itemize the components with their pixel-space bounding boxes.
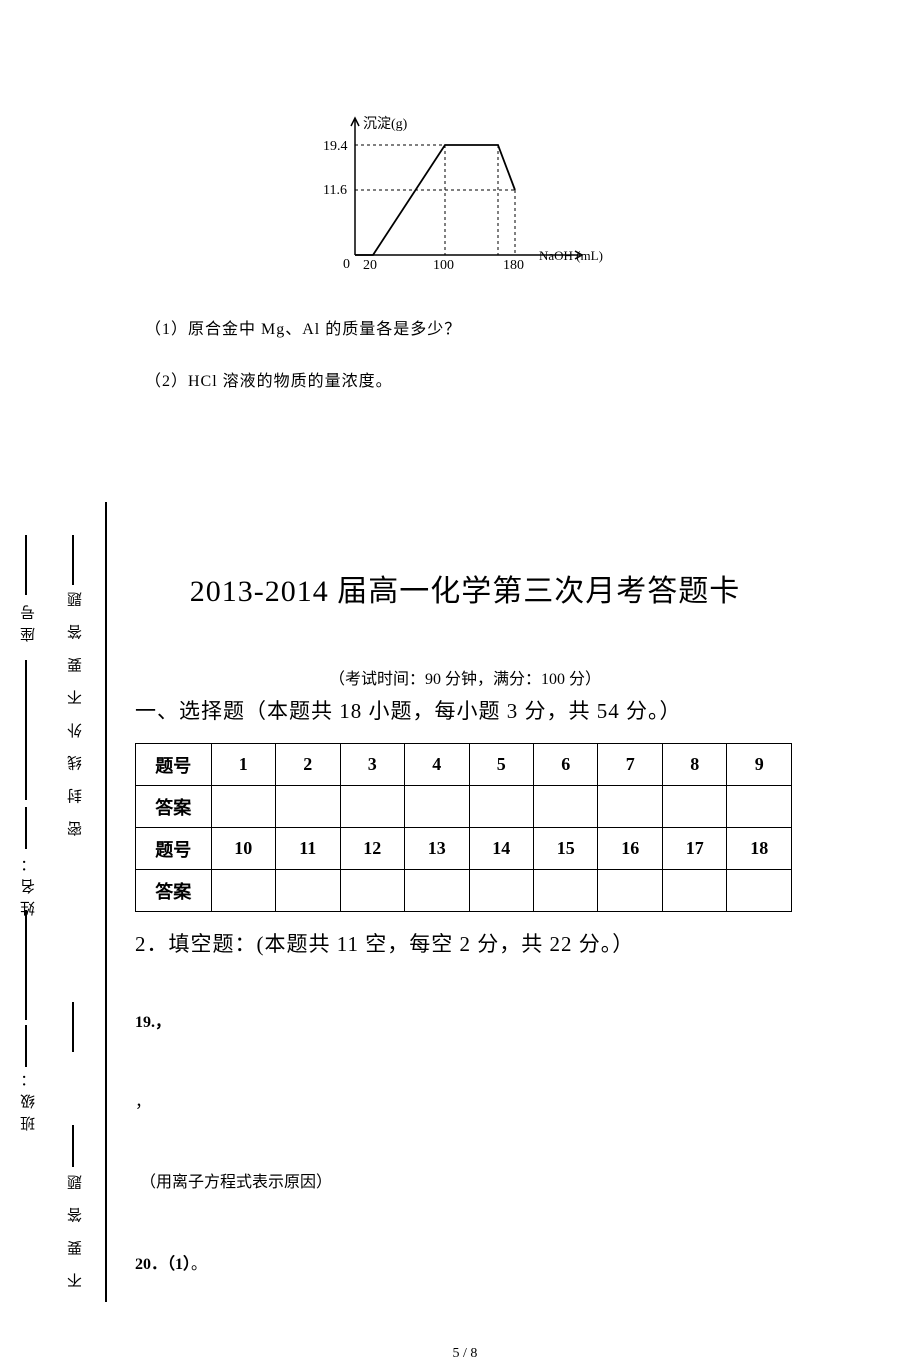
answer-cell	[211, 870, 275, 912]
table-row: 答案	[136, 870, 792, 912]
answer-table: 题号 1 2 3 4 5 6 7 8 9 答案 题号 10 11	[135, 743, 792, 912]
svg-text:180: 180	[503, 258, 524, 273]
answer-cell	[598, 870, 662, 912]
q19-comma: ，	[135, 1088, 795, 1112]
answer-cell	[276, 870, 340, 912]
answer-cell	[276, 786, 340, 828]
seal-text: 不 要 答 题	[65, 1168, 86, 1288]
answer-cell	[533, 870, 597, 912]
answer-sheet-title: 2013-2014 届高一化学第三次月考答题卡	[135, 566, 795, 610]
sidebar-line	[25, 1025, 27, 1067]
num-cell: 15	[533, 828, 597, 870]
class-label: 班级：	[18, 1065, 39, 1131]
table-row: 题号 1 2 3 4 5 6 7 8 9	[136, 744, 792, 786]
answer-cell	[727, 870, 792, 912]
num-cell: 5	[469, 744, 533, 786]
answer-cell	[340, 786, 404, 828]
num-cell: 2	[276, 744, 340, 786]
name-label: 姓名：	[18, 850, 39, 916]
section-1-title: 一、选择题（本题共 18 小题，每小题 3 分，共 54 分。）	[135, 695, 795, 725]
q19-label: 19.，	[135, 1008, 795, 1032]
sidebar-line	[25, 535, 27, 595]
page-content: 沉淀(g) 19.4 11.6 0 20 100 180 NaOH (mL) （…	[135, 0, 795, 1362]
q20-bold: 20．（1）	[135, 1256, 191, 1273]
page-number: 5 / 8	[135, 1346, 795, 1362]
question-1: （1）原合金中 Mg、Al 的质量各是多少？	[145, 315, 795, 339]
answer-cell	[405, 870, 469, 912]
num-cell: 12	[340, 828, 404, 870]
svg-text:100: 100	[433, 258, 454, 273]
sidebar-line	[25, 807, 27, 849]
q20-end: 。	[191, 1256, 207, 1273]
num-cell: 4	[405, 744, 469, 786]
num-cell: 7	[598, 744, 662, 786]
row-label: 题号	[136, 744, 212, 786]
answer-cell	[469, 870, 533, 912]
answer-cell	[211, 786, 275, 828]
sidebar-line	[25, 910, 27, 1020]
num-cell: 14	[469, 828, 533, 870]
svg-text:20: 20	[363, 258, 377, 273]
svg-text:11.6: 11.6	[323, 183, 347, 198]
num-cell: 1	[211, 744, 275, 786]
num-cell: 16	[598, 828, 662, 870]
q20: 20．（1）。	[135, 1250, 795, 1274]
num-cell: 18	[727, 828, 792, 870]
answer-cell	[405, 786, 469, 828]
num-cell: 11	[276, 828, 340, 870]
table-row: 答案	[136, 786, 792, 828]
answer-cell	[662, 786, 726, 828]
exam-info: （考试时间：90 分钟，满分：100 分）	[135, 665, 795, 689]
answer-cell	[340, 870, 404, 912]
row-label: 题号	[136, 828, 212, 870]
answer-cell	[662, 870, 726, 912]
sidebar-line	[25, 660, 27, 800]
answer-cell	[598, 786, 662, 828]
answer-cell	[469, 786, 533, 828]
svg-text:沉淀(g): 沉淀(g)	[363, 116, 408, 132]
num-cell: 8	[662, 744, 726, 786]
precipitate-chart: 沉淀(g) 19.4 11.6 0 20 100 180 NaOH (mL)	[305, 110, 625, 285]
svg-text:19.4: 19.4	[323, 139, 348, 154]
row-label: 答案	[136, 786, 212, 828]
num-cell: 13	[405, 828, 469, 870]
svg-text:0: 0	[343, 257, 350, 272]
seat-label: 座号	[18, 598, 39, 642]
sidebar-line	[72, 1002, 74, 1052]
num-cell: 3	[340, 744, 404, 786]
answer-cell	[727, 786, 792, 828]
sidebar-line	[72, 535, 74, 585]
question-2: （2）HCl 溶液的物质的量浓度。	[145, 367, 795, 391]
row-label: 答案	[136, 870, 212, 912]
num-cell: 10	[211, 828, 275, 870]
q19-note: （用离子方程式表示原因）	[140, 1168, 795, 1192]
num-cell: 6	[533, 744, 597, 786]
seal-text: 密 封 线 外 不 要 答 题	[65, 585, 86, 836]
section-2-title: 2．填空题：(本题共 11 空，每空 2 分，共 22 分。）	[135, 928, 795, 958]
svg-text:NaOH (mL): NaOH (mL)	[539, 248, 603, 263]
sidebar: 座号 姓名： 班级： 密 封 线 外 不 要 答 题 不 要 答 题	[10, 500, 110, 1300]
sidebar-line	[72, 1125, 74, 1167]
num-cell: 9	[727, 744, 792, 786]
table-row: 题号 10 11 12 13 14 15 16 17 18	[136, 828, 792, 870]
num-cell: 17	[662, 828, 726, 870]
answer-cell	[533, 786, 597, 828]
